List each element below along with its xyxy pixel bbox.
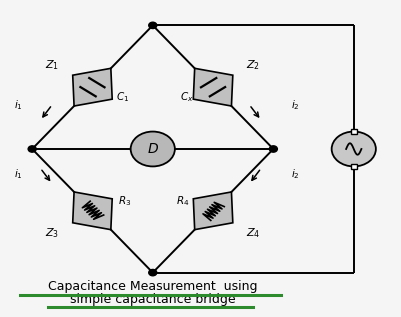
FancyBboxPatch shape [350,164,356,169]
Text: simple capacitance bridge: simple capacitance bridge [70,293,235,306]
Text: $R_4$: $R_4$ [176,194,189,208]
Text: $i_1$: $i_1$ [14,167,23,181]
Circle shape [331,132,375,166]
Circle shape [148,269,156,276]
FancyBboxPatch shape [350,129,356,134]
Circle shape [130,132,174,166]
Circle shape [269,146,277,152]
Text: $i_2$: $i_2$ [291,98,300,112]
Text: $Z_1$: $Z_1$ [45,58,59,72]
Text: $i_1$: $i_1$ [14,98,23,112]
Circle shape [28,146,36,152]
Circle shape [148,22,156,29]
Text: $Z_2$: $Z_2$ [246,58,259,72]
Text: Capacitance Measurement  using: Capacitance Measurement using [48,280,257,294]
Polygon shape [193,192,232,230]
Text: $C_x$: $C_x$ [180,90,193,104]
Text: $D$: $D$ [146,142,158,156]
Polygon shape [193,68,232,106]
Text: $C_1$: $C_1$ [116,90,129,104]
Text: $i_2$: $i_2$ [291,167,300,181]
Text: $R_3$: $R_3$ [117,194,131,208]
Polygon shape [73,192,112,230]
Text: $Z_4$: $Z_4$ [245,226,260,240]
Polygon shape [73,68,112,106]
Text: $Z_3$: $Z_3$ [45,226,59,240]
